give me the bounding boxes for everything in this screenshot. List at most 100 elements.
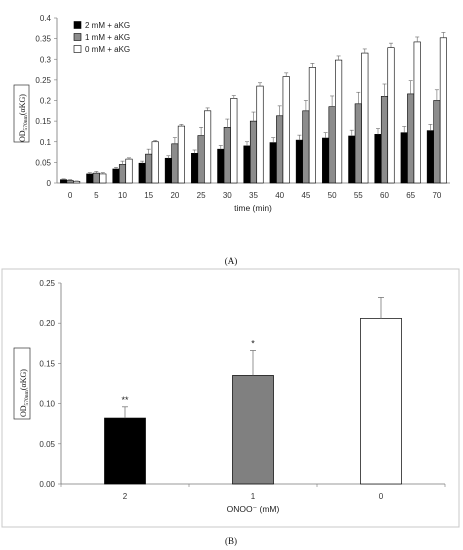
chart-b-y-tick-label: 0.05 — [39, 440, 55, 449]
chart-a-bar — [276, 115, 284, 184]
chart-a-bar — [145, 153, 153, 184]
chart-a-y-tick-label: 0.25 — [35, 76, 51, 85]
chart-a-bar — [73, 181, 81, 184]
chart-a-bar — [223, 127, 231, 184]
chart-a-bar — [217, 148, 225, 184]
chart-a-y-tick-label: 0.1 — [40, 138, 52, 147]
chart-a-y-tick-label: 0.35 — [35, 35, 51, 44]
chart-b-ylabel-main: OD — [19, 405, 28, 417]
chart-a-ylabel-main: OD — [18, 130, 27, 142]
chart-a-x-tick-label: 30 — [223, 191, 232, 200]
chart-a-bar — [118, 164, 127, 184]
chart-a-bar — [249, 120, 258, 184]
panel-b-label: (B) — [225, 536, 237, 546]
chart-a-x-tick-label: 50 — [328, 191, 337, 200]
chart-a-bar — [256, 85, 264, 184]
chart-a-bar — [328, 106, 336, 184]
chart-b-bar — [104, 417, 146, 485]
chart-a-bar — [302, 110, 310, 184]
chart-b-x-axis-label: ONOO⁻ (mM) — [227, 504, 280, 514]
chart-a-bar — [426, 130, 434, 184]
chart-a-bar — [138, 162, 146, 184]
chart-a-y-tick-label: 0.05 — [35, 158, 51, 167]
chart-a-y-tick-label: 0.3 — [40, 55, 52, 64]
chart-a-y-tick-label: 0 — [47, 179, 52, 188]
chart-a-bar — [230, 98, 238, 184]
chart-b-frame — [1, 268, 460, 528]
chart-a-bar — [374, 134, 382, 184]
chart-a-ylabel-sub: 570nm — [23, 114, 29, 130]
chart-a-bar — [439, 37, 447, 184]
chart-a-bar — [387, 47, 395, 184]
chart-a-bar — [243, 145, 251, 184]
chart-a-bar — [348, 135, 356, 184]
chart-a-x-tick-label: 0 — [68, 191, 73, 200]
chart-b-bar — [360, 318, 402, 485]
chart-a-ylabel-suffix: (αKG) — [18, 94, 27, 115]
chart-a-legend-label: 1 mM + aKG — [85, 33, 130, 42]
chart-a-bar — [164, 157, 172, 184]
chart-a-x-tick-label: 55 — [354, 191, 363, 200]
chart-b-ylabel-sub: 570nm — [24, 389, 30, 405]
chart-a-bar — [282, 76, 290, 184]
chart-b-y-axis-label: OD570nm(αKG) — [13, 347, 31, 420]
chart-b-y-tick-label: 0.25 — [39, 279, 55, 288]
chart-a-bar — [112, 168, 120, 184]
chart-a-y-axis-label: OD570nm(αKG) — [13, 84, 30, 143]
chart-a-y-tick-label: 0.15 — [35, 117, 51, 126]
chart-a-x-tick-label: 70 — [432, 191, 441, 200]
chart-a-x-tick-label: 10 — [118, 191, 127, 200]
chart-b-x-tick-label: 1 — [251, 492, 256, 501]
chart-a-x-tick-label: 45 — [301, 191, 310, 200]
chart-a-x-tick-label: 35 — [249, 191, 258, 200]
chart-b-x-tick-label: 2 — [123, 492, 128, 501]
chart-a-bar — [354, 103, 362, 184]
chart-a-bar — [99, 173, 107, 184]
chart-a: 0 0.05 0.1 0.15 0.2 0.25 0.3 0.35 0.4 0 5 10 15 20 25… — [13, 14, 450, 213]
chart-a-bar — [308, 67, 316, 184]
chart-a-bar — [151, 141, 159, 184]
chart-a-legend-swatch — [73, 21, 82, 29]
chart-a-legend-label: 0 mM + aKG — [85, 45, 130, 54]
chart-a-x-tick-label: 25 — [197, 191, 206, 200]
chart-a-x-tick-label: 60 — [380, 191, 389, 200]
chart-b-y-tick-label: 0.00 — [39, 480, 55, 489]
chart-a-x-tick-label: 20 — [170, 191, 179, 200]
chart-a-y-tick-label: 0.4 — [40, 14, 52, 23]
chart-a-legend-swatch — [73, 33, 82, 41]
chart-a-bar — [322, 137, 330, 184]
chart-a-bar — [191, 153, 199, 184]
chart-a-bar — [197, 135, 205, 184]
panel-a-label: (A) — [225, 256, 238, 266]
chart-a-bar — [177, 125, 185, 184]
chart-a-legend-swatch — [73, 45, 82, 53]
chart-a-bar — [125, 158, 133, 184]
chart-a-bar — [335, 59, 343, 184]
chart-a-bar — [60, 179, 68, 184]
chart-a-bar — [361, 52, 369, 184]
chart-a-x-tick-label: 15 — [144, 191, 153, 200]
chart-a-bar — [171, 143, 179, 184]
chart-a-x-axis-label: time (min) — [234, 203, 272, 213]
chart-b-significance-marker: * — [251, 339, 255, 349]
svg-text:OD570nm(αKG): OD570nm(αKG) — [18, 94, 29, 142]
chart-a-x-tick-label: 40 — [275, 191, 284, 200]
chart-a-bar — [204, 110, 212, 184]
chart-a-bar — [407, 93, 415, 184]
chart-a-bar — [400, 132, 408, 184]
chart-a-bar — [295, 139, 303, 184]
chart-a-bar — [66, 180, 74, 184]
chart-a-x-tick-label: 5 — [94, 191, 99, 200]
svg-text:OD570nm(αKG): OD570nm(αKG) — [19, 369, 30, 417]
chart-b-y-tick-label: 0.15 — [39, 359, 55, 368]
chart-a-x-tick-label: 65 — [406, 191, 415, 200]
chart-b-significance-marker: ** — [121, 395, 129, 405]
chart-a-legend-label: 2 mM + aKG — [85, 21, 130, 30]
chart-a-y-tick-label: 0.2 — [40, 97, 52, 106]
chart-b-y-tick-label: 0.20 — [39, 319, 55, 328]
chart-b-y-tick-label: 0.10 — [39, 400, 55, 409]
chart-b-x-tick-label: 0 — [379, 492, 384, 501]
chart-a-bar — [380, 96, 389, 184]
